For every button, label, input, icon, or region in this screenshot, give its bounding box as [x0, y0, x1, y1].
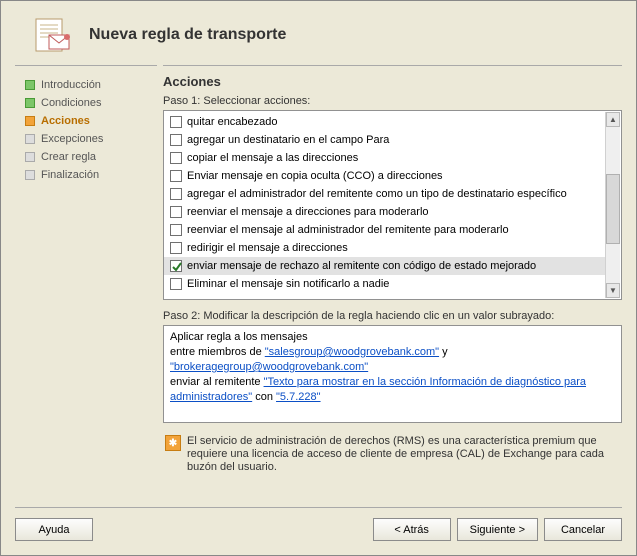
rule-description-box: Aplicar regla a los mensajes entre miemb…	[163, 325, 622, 423]
warning-icon: ✱	[165, 435, 181, 451]
desc-line-2: entre miembros de "salesgroup@woodgroveb…	[170, 345, 615, 375]
action-row[interactable]: reenviar el mensaje a direcciones para m…	[164, 203, 605, 221]
sidebar-item-crear-regla[interactable]: Crear regla	[15, 148, 157, 166]
page-title: Nueva regla de transporte	[89, 26, 286, 44]
notice-text: El servicio de administración de derecho…	[187, 435, 620, 474]
action-checkbox[interactable]	[170, 116, 182, 128]
step1-label: Paso 1: Seleccionar acciones:	[163, 95, 622, 107]
scroll-down-icon[interactable]: ▼	[606, 283, 620, 298]
actions-listbox-inner: quitar encabezado agregar un destinatario…	[164, 111, 605, 299]
section-title: Acciones	[163, 74, 622, 89]
cancel-button[interactable]: Cancelar	[544, 518, 622, 541]
link-group1[interactable]: "salesgroup@woodgrovebank.com"	[265, 346, 439, 358]
action-label: reenviar el mensaje al administrador del…	[187, 222, 509, 238]
main-panel: Acciones Paso 1: Seleccionar acciones: q…	[163, 65, 622, 497]
desc-text: enviar al remitente	[170, 376, 264, 388]
action-checkbox[interactable]	[170, 152, 182, 164]
action-row[interactable]: quitar encabezado	[164, 113, 605, 131]
action-label: agregar un destinatario en el campo Para	[187, 132, 389, 148]
scroll-thumb[interactable]	[606, 174, 620, 244]
action-row[interactable]: agregar el administrador del remitente c…	[164, 185, 605, 203]
step-marker-icon	[25, 98, 35, 108]
sidebar-item-acciones[interactable]: Acciones	[15, 112, 157, 130]
step2-label: Paso 2: Modificar la descripción de la r…	[163, 310, 622, 322]
action-label: copiar el mensaje a las direcciones	[187, 150, 358, 166]
action-label: Enviar mensaje en copia oculta (CCO) a d…	[187, 168, 443, 184]
step-marker-icon	[25, 116, 35, 126]
desc-text: y	[439, 346, 448, 358]
action-checkbox[interactable]	[170, 206, 182, 218]
next-button[interactable]: Siguiente >	[457, 518, 538, 541]
step-marker-icon	[25, 152, 35, 162]
rule-icon	[31, 15, 71, 55]
actions-listbox[interactable]: quitar encabezado agregar un destinatario…	[163, 110, 622, 300]
sidebar-item-label: Excepciones	[41, 133, 103, 145]
step-marker-icon	[25, 170, 35, 180]
step-marker-icon	[25, 80, 35, 90]
scroll-track[interactable]	[606, 127, 620, 283]
link-group2[interactable]: "brokeragegroup@woodgrovebank.com"	[170, 361, 368, 373]
desc-line-3: enviar al remitente "Texto para mostrar …	[170, 375, 615, 405]
scrollbar[interactable]: ▲ ▼	[605, 112, 620, 298]
footer: Ayuda < Atrás Siguiente > Cancelar	[15, 507, 622, 555]
action-checkbox[interactable]	[170, 242, 182, 254]
action-row[interactable]: Enviar mensaje en copia oculta (CCO) a d…	[164, 167, 605, 185]
back-button[interactable]: < Atrás	[373, 518, 451, 541]
sidebar-item-label: Condiciones	[41, 97, 102, 109]
action-row[interactable]: copiar el mensaje a las direcciones	[164, 149, 605, 167]
sidebar-item-label: Finalización	[41, 169, 99, 181]
action-checkbox[interactable]	[170, 188, 182, 200]
desc-text: con	[252, 391, 276, 403]
action-label: redirigir el mensaje a direcciones	[187, 240, 348, 256]
action-checkbox[interactable]	[170, 224, 182, 236]
action-label: Eliminar el mensaje sin notificarlo a na…	[187, 276, 389, 292]
action-checkbox[interactable]	[170, 278, 182, 290]
action-row[interactable]: enviar mensaje de rechazo al remitente c…	[164, 257, 605, 275]
sidebar-item-introduccion[interactable]: Introducción	[15, 76, 157, 94]
sidebar-item-excepciones[interactable]: Excepciones	[15, 130, 157, 148]
scroll-up-icon[interactable]: ▲	[606, 112, 620, 127]
action-checkbox[interactable]	[170, 170, 182, 182]
action-label: agregar el administrador del remitente c…	[187, 186, 567, 202]
action-label: reenviar el mensaje a direcciones para m…	[187, 204, 429, 220]
link-status-code[interactable]: "5.7.228"	[276, 391, 321, 403]
actions-listbox-wrap: quitar encabezado agregar un destinatario…	[163, 110, 622, 300]
body: Introducción Condiciones Acciones Excepc…	[1, 65, 636, 497]
action-checkbox[interactable]	[170, 134, 182, 146]
sidebar-item-finalizacion[interactable]: Finalización	[15, 166, 157, 184]
step-marker-icon	[25, 134, 35, 144]
action-row[interactable]: Eliminar el mensaje sin notificarlo a na…	[164, 275, 605, 293]
sidebar-item-label: Acciones	[41, 115, 90, 127]
sidebar-item-label: Crear regla	[41, 151, 96, 163]
header: Nueva regla de transporte	[1, 1, 636, 65]
wizard-window: Nueva regla de transporte Introducción C…	[0, 0, 637, 556]
action-label: enviar mensaje de rechazo al remitente c…	[187, 258, 536, 274]
sidebar-item-condiciones[interactable]: Condiciones	[15, 94, 157, 112]
help-button[interactable]: Ayuda	[15, 518, 93, 541]
action-label: quitar encabezado	[187, 114, 278, 130]
rms-notice: ✱ El servicio de administración de derec…	[163, 433, 622, 474]
action-row[interactable]: reenviar el mensaje al administrador del…	[164, 221, 605, 239]
wizard-steps-sidebar: Introducción Condiciones Acciones Excepc…	[15, 65, 157, 497]
desc-line-1: Aplicar regla a los mensajes	[170, 330, 615, 345]
desc-text: entre miembros de	[170, 346, 265, 358]
action-row[interactable]: redirigir el mensaje a direcciones	[164, 239, 605, 257]
sidebar-item-label: Introducción	[41, 79, 101, 91]
action-checkbox[interactable]	[170, 260, 182, 272]
action-row[interactable]: agregar un destinatario en el campo Para	[164, 131, 605, 149]
